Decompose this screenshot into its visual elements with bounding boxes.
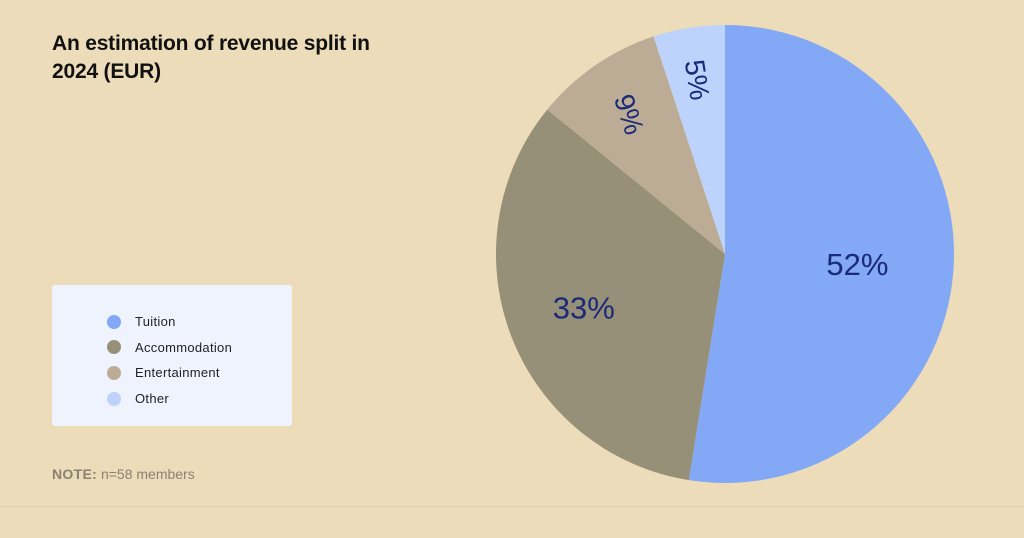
pie-slice-entertainment [547,36,725,254]
note-text: n=58 members [100,466,195,482]
legend: Tuition Accommodation Entertainment Othe… [52,285,292,426]
pie-slice-tuition [688,25,955,484]
pie-label-other: 5% [679,57,716,102]
pie-label-accommodation: 33% [553,290,615,325]
legend-label-other: Other [135,391,170,407]
legend-swatch-other [107,391,121,406]
pie-slices [496,25,955,484]
pie-label-tuition: 52% [826,247,888,282]
legend-item-tuition: Tuition [52,309,292,335]
legend-label-accommodation: Accommodation [135,339,233,355]
pie-slice-other [653,25,725,254]
legend-swatch-entertainment [107,365,121,380]
legend-label-entertainment: Entertainment [135,365,220,381]
legend-swatch-accommodation [107,340,121,355]
pie-slice-accommodation [496,109,725,481]
sample-note: NOTE: n=58 members [52,466,195,482]
legend-item-other: Other [52,386,292,412]
chart-title: An estimation of revenue split in 2024 (… [52,32,370,83]
legend-swatch-tuition [107,314,121,329]
footer-divider [0,506,1024,507]
legend-label-tuition: Tuition [135,314,176,330]
pie-labels: 52%33%9%5% [553,57,889,325]
legend-item-accommodation: Accommodation [52,335,292,361]
legend-item-entertainment: Entertainment [52,360,292,386]
note-prefix: NOTE: [52,466,98,482]
